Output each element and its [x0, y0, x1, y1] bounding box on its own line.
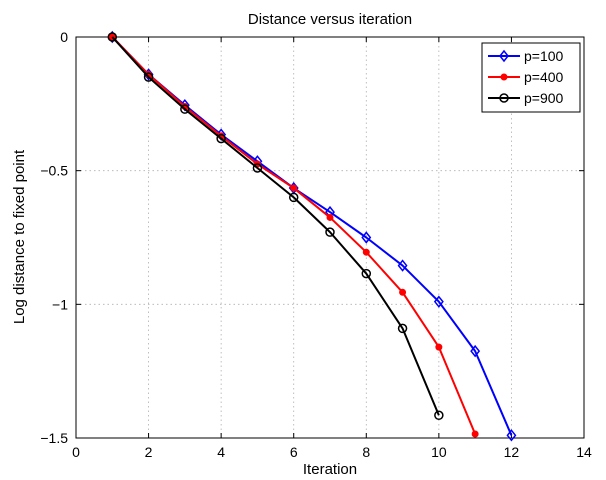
legend-item: p=100 [488, 48, 564, 64]
x-tick-label: 2 [145, 444, 153, 460]
y-axis-label: Log distance to fixed point [11, 149, 28, 324]
x-tick-label: 0 [72, 444, 80, 460]
legend-marker [499, 49, 509, 63]
data-point [471, 430, 479, 438]
data-point [361, 231, 372, 244]
data-point [506, 429, 517, 442]
x-axis-label: Iteration [303, 461, 357, 478]
data-point [434, 410, 444, 421]
series-p400 [108, 33, 479, 438]
series-line [111, 36, 440, 416]
x-tick-label: 10 [431, 444, 447, 460]
x-tick-label: 12 [504, 444, 520, 460]
y-tick-label: −0.5 [40, 163, 68, 179]
x-tick-label: 6 [290, 444, 298, 460]
legend-item: p=900 [488, 90, 564, 106]
legend-label: p=400 [524, 69, 564, 85]
data-point [180, 104, 190, 114]
series-group [107, 30, 517, 442]
data-point [290, 184, 298, 192]
data-point [433, 295, 444, 308]
data-point [470, 344, 481, 358]
series-p900 [107, 32, 444, 421]
legend-item: p=400 [488, 69, 564, 85]
grid [76, 37, 584, 438]
data-point [143, 72, 154, 82]
y-tick-label: −1.5 [40, 430, 68, 446]
data-point [399, 288, 407, 296]
legend-marker [499, 93, 509, 103]
y-tick-label: −1 [52, 296, 68, 312]
legend-label: p=100 [524, 48, 564, 64]
legend-label: p=900 [524, 90, 564, 106]
x-tick-label: 4 [217, 444, 225, 460]
data-point [362, 248, 370, 256]
data-point [288, 192, 299, 203]
data-point [107, 32, 118, 42]
x-tick-label: 8 [362, 444, 370, 460]
chart-title: Distance versus iteration [248, 11, 412, 28]
data-point [435, 343, 443, 351]
axis-ticks: 0 2 4 6 8 10 12 14 0 −0.5 −1 −1.5 [40, 29, 592, 460]
x-tick-label: 14 [576, 444, 592, 460]
data-point [397, 259, 408, 272]
plot-area [75, 36, 585, 439]
data-point [325, 227, 335, 237]
y-tick-label: 0 [60, 29, 68, 45]
legend-marker [500, 73, 508, 81]
legend: p=100 p=400 p=900 [481, 42, 581, 113]
data-point [216, 133, 226, 144]
data-point [361, 268, 372, 279]
data-point [252, 163, 263, 173]
data-point [397, 323, 408, 334]
data-point [326, 213, 334, 221]
